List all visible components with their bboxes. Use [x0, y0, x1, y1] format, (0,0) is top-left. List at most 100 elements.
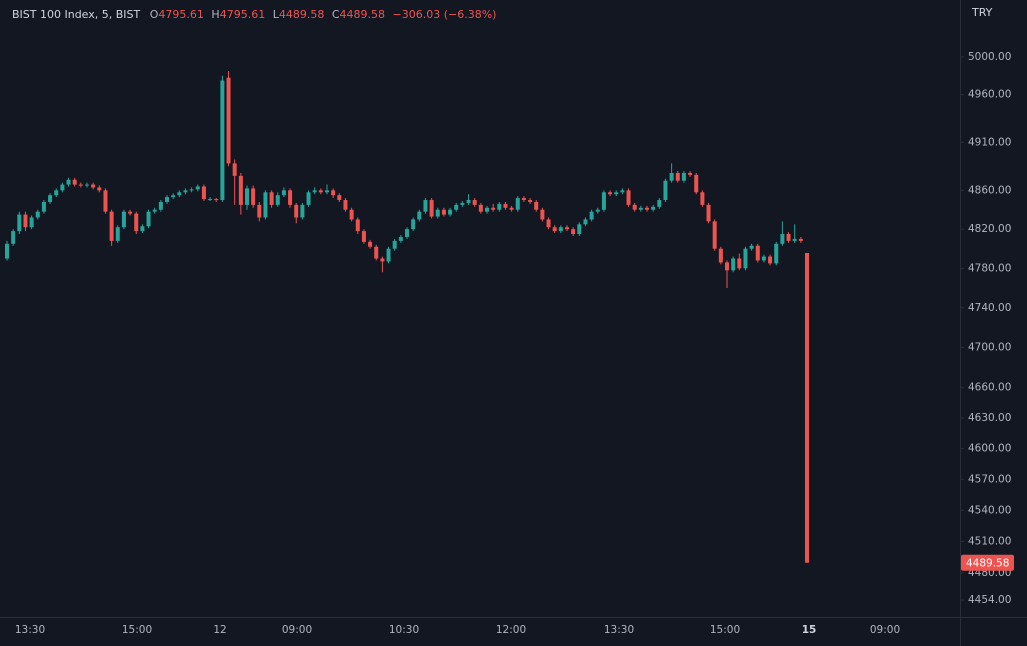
candle-body — [146, 211, 151, 227]
candle-body — [731, 258, 736, 271]
candle-body — [546, 219, 551, 228]
candle-body — [620, 190, 625, 193]
x-tick-label: 15 — [802, 624, 817, 636]
candle-body — [165, 197, 169, 202]
candle-body — [583, 219, 588, 225]
x-tick-label: 09:00 — [282, 624, 312, 636]
candle-body — [558, 227, 563, 232]
candle-body — [66, 179, 71, 185]
candle-body — [521, 198, 526, 201]
candle-body — [35, 211, 40, 218]
legend-letter: H — [211, 8, 219, 21]
candle-body — [269, 192, 274, 205]
candle-body — [257, 204, 262, 218]
candle-body — [337, 195, 342, 201]
candle-body — [509, 207, 514, 210]
candle-body — [121, 211, 126, 228]
candle-body — [158, 201, 163, 210]
x-tick-label: 09:00 — [870, 624, 900, 636]
x-tick-label: 15:00 — [710, 624, 740, 636]
candle-body — [91, 184, 96, 188]
candle-body — [78, 184, 83, 186]
candle-body — [300, 204, 305, 218]
candle-body — [540, 209, 545, 220]
candle-body — [288, 190, 293, 205]
candle-body — [226, 77, 231, 164]
candle-body — [491, 207, 496, 210]
candle-body — [398, 236, 403, 241]
candle-body — [109, 211, 114, 241]
candle-body — [688, 172, 693, 175]
candle-body — [577, 224, 582, 235]
candle-body — [232, 163, 237, 176]
candle-body — [786, 234, 791, 241]
legend-value: 4489.58 — [279, 8, 325, 21]
candle-body — [675, 172, 680, 181]
y-tick-label: 4860.00 — [968, 184, 1011, 196]
candle-body — [503, 203, 508, 208]
candle-body — [128, 211, 133, 214]
candle-body — [251, 188, 256, 205]
candle-body — [441, 209, 446, 215]
candle-body — [780, 234, 785, 244]
candle-body — [460, 202, 465, 205]
price-tag-label: 4489.58 — [966, 558, 1009, 570]
symbol-title: BIST 100 Index, 5, BIST — [12, 8, 141, 21]
candle-body — [589, 211, 594, 220]
candle-body — [601, 192, 606, 210]
x-tick-label: 13:30 — [604, 624, 634, 636]
candle-body — [749, 245, 754, 249]
price-tag — [961, 554, 1014, 571]
candle-body — [245, 188, 249, 205]
x-tick-label: 12:00 — [496, 624, 526, 636]
y-tick-label: 4820.00 — [968, 223, 1011, 235]
candle-body — [712, 221, 717, 249]
candle-body — [528, 200, 533, 202]
candle-body — [405, 229, 409, 237]
candle-body — [626, 190, 631, 205]
y-tick-label: 5000.00 — [968, 51, 1011, 63]
candle-body — [638, 207, 643, 210]
candle-body — [657, 200, 662, 207]
candle-body — [294, 204, 299, 218]
candle-body — [368, 241, 373, 247]
legend-value: 4795.61 — [220, 8, 266, 21]
candle-body — [97, 187, 102, 191]
candle-body — [183, 190, 188, 193]
candle-body — [608, 192, 613, 195]
candle-body — [152, 209, 157, 212]
candle-body — [275, 195, 280, 205]
candle-body — [435, 209, 440, 217]
candle-body — [485, 207, 489, 212]
candle-body — [386, 248, 391, 262]
candle-body — [361, 231, 366, 242]
candle-body — [60, 184, 65, 191]
candle-body — [798, 238, 803, 241]
candle-body — [478, 204, 483, 212]
candle-body — [238, 175, 243, 205]
y-tick-label: 4540.00 — [968, 504, 1011, 516]
candle-body — [171, 195, 176, 198]
candle-body — [195, 186, 200, 190]
y-tick-label: 4910.00 — [968, 136, 1011, 148]
candle-body — [208, 199, 213, 201]
candle-body — [115, 227, 120, 241]
x-tick-label: 12 — [213, 624, 226, 636]
candle-body — [331, 190, 336, 196]
candle-body — [220, 80, 225, 201]
candle-body — [349, 209, 354, 220]
candle-body — [645, 207, 649, 210]
candle-body — [774, 243, 779, 264]
candle-body — [571, 229, 576, 235]
candle-body — [29, 217, 34, 228]
x-tick-label: 13:30 — [15, 624, 45, 636]
candle-body — [5, 243, 9, 259]
candle-body — [669, 172, 674, 181]
candle-body — [761, 256, 766, 261]
y-tick-label: 4454.00 — [968, 594, 1011, 606]
candle-body — [466, 200, 471, 203]
candle-body — [23, 214, 28, 228]
candle-body — [355, 219, 360, 232]
